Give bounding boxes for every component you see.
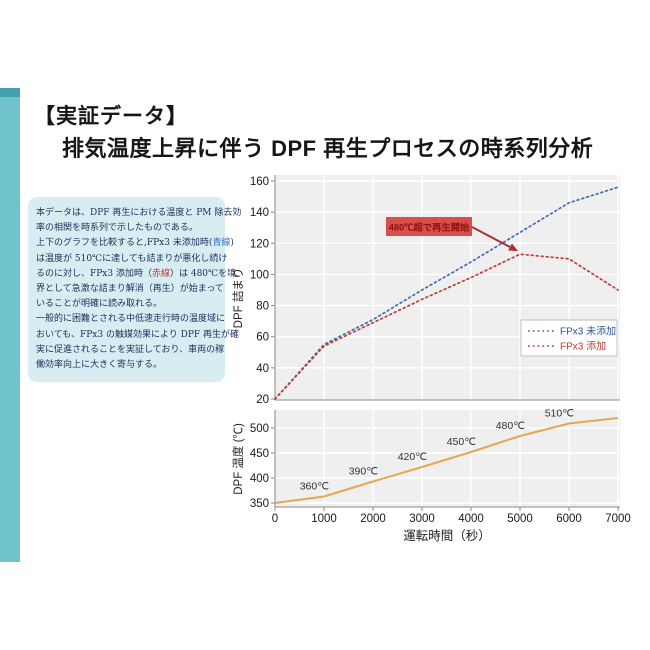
annotation-arrow [471, 226, 511, 248]
upper-plot-area [275, 175, 620, 400]
x-tick-label: 3000 [409, 513, 435, 525]
series-fpx3-added-line [274, 253, 619, 400]
legend [520, 319, 618, 357]
dpf-timeseries-figure: 20 40 60 80 100 120 140 160 DPF 詰まり FPx3 未添加 FPx3 … [231, 175, 631, 543]
page-title-label: 【実証データ】 [34, 105, 188, 128]
legend-label: FPx3 未添加 [560, 325, 616, 338]
x-tick-label: 7000 [605, 513, 631, 525]
x-tick-label: 2000 [360, 513, 386, 525]
temperature-point-label: 510℃ [545, 408, 575, 420]
lower-y-axis-title: DPF 温度 (℃) [231, 423, 245, 495]
upper-y-tick-label: 20 [256, 394, 269, 406]
upper-y-tick-label: 140 [250, 207, 269, 219]
temperature-point-label: 420℃ [398, 451, 428, 463]
temperature-point-label: 480℃ [496, 420, 526, 432]
series-fpx3-untreated-line [274, 186, 619, 400]
temperature-point-label: 450℃ [447, 436, 477, 448]
description-line: 働効率向上に大きく寄与する。 [36, 360, 163, 371]
description-line: 界として急激な詰まり解消（再生）が始まって [36, 284, 224, 295]
x-tick-label: 0 [272, 513, 278, 525]
annotation-text: 480℃超で再生開始 [389, 222, 470, 233]
upper-y-tick-label: 160 [250, 176, 269, 188]
description-line: 本データは、DPF 再生における温度と PM 除去効 [36, 208, 242, 218]
description-line: るのに対し、FPx3 添加時（赤線）は 480℃を境 [36, 268, 237, 279]
upper-y-axis-title: DPF 詰まり [231, 268, 245, 329]
x-axis-title: 運転時間（秒） [403, 529, 491, 543]
upper-y-tick-label: 100 [250, 269, 269, 281]
description-line: 上下のグラフを比較すると,FPx3 未添加時(青線) [36, 238, 234, 249]
description-line: 一般的に困難とされる中低速走行時の温度域に [36, 314, 226, 325]
upper-y-tick-label: 40 [256, 363, 269, 375]
x-tick-label: 6000 [556, 513, 582, 525]
lower-y-tick-label: 450 [250, 448, 269, 460]
lower-y-tick-label: 350 [250, 498, 269, 510]
page-title: 排気温度上昇に伴う DPF 再生プロセスの時系列分析 [62, 136, 594, 161]
upper-y-tick-label: 120 [250, 238, 269, 250]
x-tick-label: 1000 [311, 513, 337, 525]
description-line: おいても、FPx3 の触媒効果により DPF 再生が確 [36, 329, 240, 340]
x-tick-label: 5000 [507, 513, 533, 525]
upper-y-tick-label: 60 [256, 332, 269, 344]
description-line: は温度が 510℃に達しても詰まりが悪化し続け [36, 253, 228, 264]
description-line: いることが明確に読み取れる。 [36, 299, 163, 310]
left-accent-bar [0, 88, 20, 562]
lower-y-tick-label: 500 [250, 423, 269, 435]
lower-y-tick-label: 400 [250, 473, 269, 485]
description-line: 実に促進されることを実証しており、車両の稼 [36, 344, 225, 355]
temperature-line [274, 417, 619, 504]
x-tick-label: 4000 [458, 513, 484, 525]
annotation-arrowhead [508, 243, 518, 252]
description-line: 率の相関を時系列で示したものである。 [36, 223, 198, 234]
legend-label: FPx3 添加 [560, 340, 606, 353]
annotation-callout [386, 217, 472, 236]
left-accent-bar-cap [0, 88, 20, 97]
temperature-point-label: 390℃ [349, 466, 379, 478]
temperature-point-label: 360℃ [300, 481, 330, 493]
description-box: 本データは、DPF 再生における温度と PM 除去効 率の相関を時系列で示したもの… [28, 197, 242, 383]
upper-y-tick-label: 80 [256, 301, 269, 313]
